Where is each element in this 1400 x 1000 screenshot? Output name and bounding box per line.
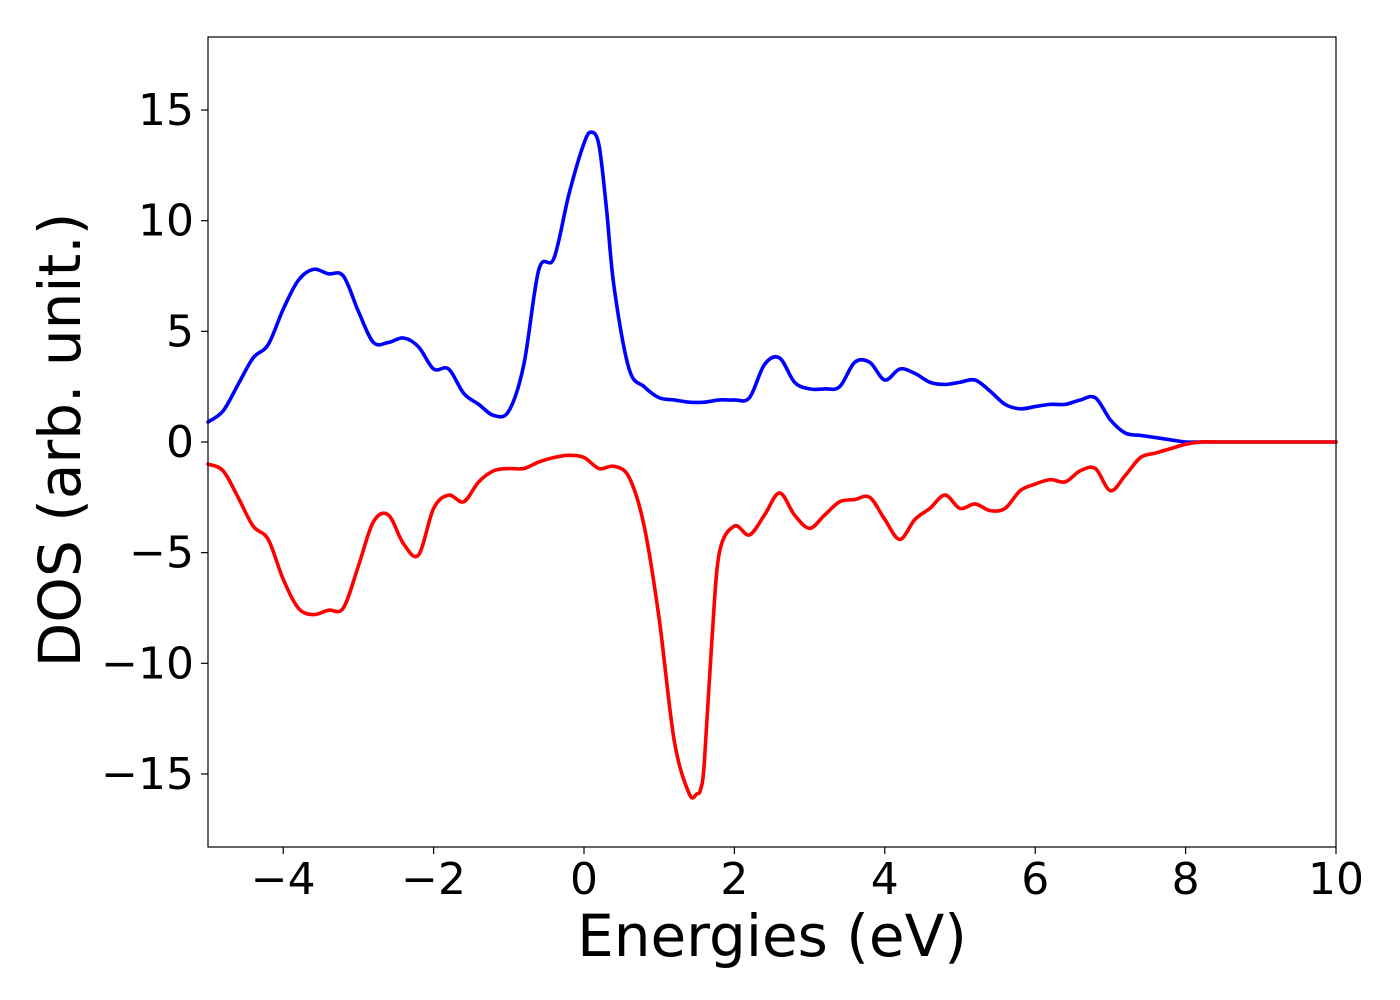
y-tick-label: 10: [138, 196, 194, 247]
x-tick-label: 0: [570, 854, 598, 905]
plot-frame: [207, 36, 1337, 848]
x-tick-label: 10: [1308, 854, 1364, 905]
y-axis-label: DOS (arb. unit.): [26, 213, 94, 668]
y-tick-label: −15: [101, 749, 194, 800]
x-tick-label: 8: [1172, 854, 1200, 905]
spin-up-dos-line: [206, 130, 1338, 444]
x-tick-label: −4: [251, 854, 316, 905]
y-tick-label: 15: [138, 85, 194, 136]
x-tick-label: 2: [720, 854, 748, 905]
y-tick-label: 5: [166, 306, 194, 357]
x-tick-label: 4: [871, 854, 899, 905]
y-tick-label: −10: [101, 638, 194, 689]
spin-down-dos-line: [206, 440, 1338, 800]
tick-layer: −4 −2 0 2 4 6 8 10 15 10 5 0 −5 −10 −15: [101, 85, 1364, 905]
x-tick-label: 6: [1021, 854, 1049, 905]
x-tick-label: −2: [401, 854, 466, 905]
series-layer: [206, 130, 1338, 800]
y-tick-label: −5: [129, 528, 194, 579]
y-tick-label: 0: [166, 417, 194, 468]
x-axis-label: Energies (eV): [577, 902, 967, 970]
